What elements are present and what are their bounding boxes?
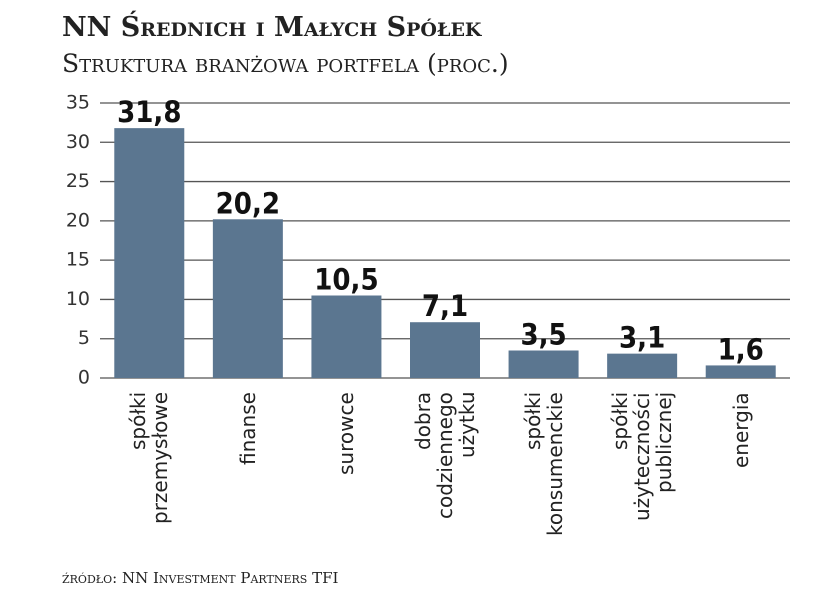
x-tick-label: dobra codziennego użytku: [411, 392, 479, 519]
bar: [212, 219, 283, 378]
x-tick-label: surowce: [334, 392, 359, 475]
y-tick-label: 35: [66, 92, 90, 114]
x-tick-label: spółki przemysłowe: [126, 392, 173, 525]
value-label: 20,2: [216, 186, 280, 220]
bar: [705, 365, 776, 378]
y-tick-label: 0: [78, 367, 90, 389]
value-label: 10,5: [314, 263, 378, 297]
x-tick-label: spółki konsumenckie: [520, 392, 567, 536]
value-label: 3,1: [619, 321, 665, 355]
y-tick-label: 25: [66, 170, 90, 192]
y-tick-label: 10: [66, 288, 90, 310]
value-label: 1,6: [718, 332, 764, 366]
x-tick-label: spółki użyteczności publicznej: [608, 392, 677, 521]
source: źródło: NN Investment Partners TFI: [62, 569, 339, 587]
bar: [607, 353, 678, 378]
bar: [311, 295, 382, 378]
x-tick-label: finanse: [235, 392, 260, 465]
bar: [410, 322, 480, 378]
value-label: 3,5: [520, 318, 566, 352]
value-label: 7,1: [422, 289, 468, 323]
y-tick-label: 15: [66, 249, 90, 271]
value-label: 31,8: [117, 95, 181, 129]
y-tick-label: 30: [66, 131, 90, 153]
chart-subtitle: Struktura branżowa portfela (proc.): [62, 49, 509, 78]
chart-title: NN Średnich i Małych Spółek: [62, 9, 483, 43]
y-tick-label: 20: [66, 209, 90, 231]
x-tick-label: energia: [728, 392, 753, 468]
bar: [508, 350, 579, 378]
y-tick-label: 5: [78, 327, 90, 349]
bar: [114, 128, 185, 378]
